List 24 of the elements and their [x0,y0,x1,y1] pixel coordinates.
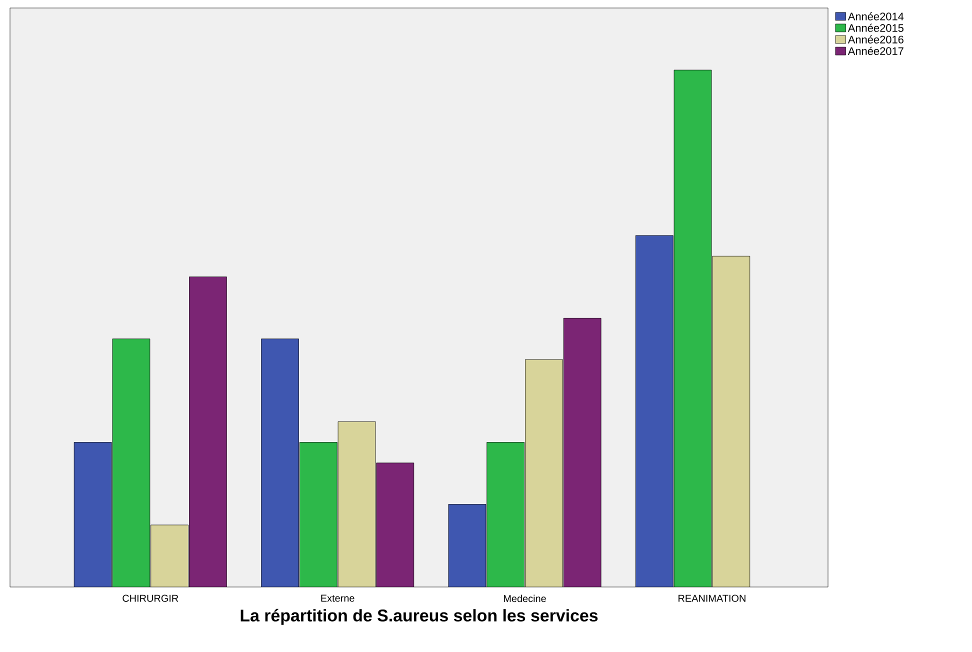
bar [189,276,227,587]
bar [525,359,563,587]
bar [376,462,414,587]
legend-label: Année2017 [848,46,904,56]
bar [635,235,674,587]
legend-label: Année2014 [848,12,904,20]
bar [261,338,299,587]
bar [712,256,750,587]
x-tick-label: Externe [321,594,354,602]
bar [150,524,188,587]
x-tick-label: CHIRURGIR [122,594,178,602]
bar [448,504,486,587]
bar [338,422,376,587]
bar [563,318,602,587]
legend-label: Année2015 [848,24,904,32]
bar [74,442,112,587]
bar [112,338,150,587]
legend-label: Année2016 [848,35,904,44]
bar [300,442,338,587]
bar [674,70,712,587]
x-axis-title: La répartition de S.aureus selon les services [240,608,598,625]
bar [486,442,524,587]
x-tick-label: Medecine [504,594,546,602]
x-tick-label: REANIMATION [678,594,746,602]
